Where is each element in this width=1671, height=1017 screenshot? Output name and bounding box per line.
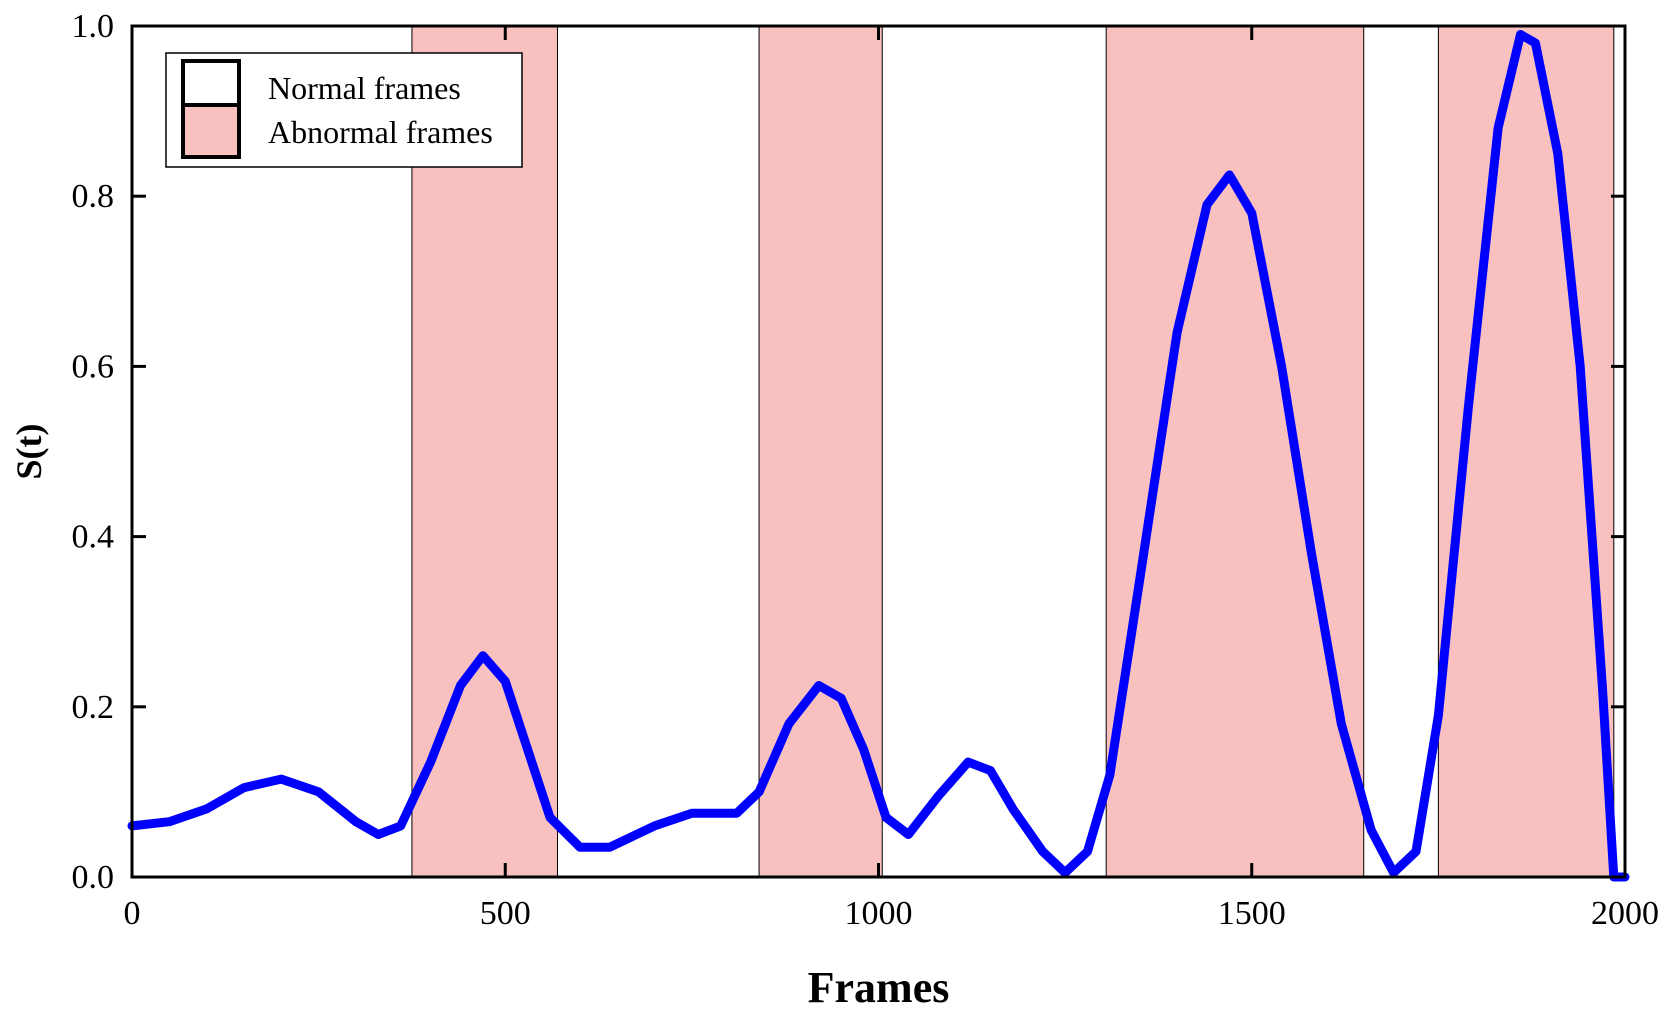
axis-tick-labels: 0 500 1000 1500 2000 0.0 0.2 0.4 0.6 0.8 1.0 — [72, 8, 1660, 932]
x-axis-title: Frames — [808, 963, 950, 1012]
legend-label-normal: Normal frames — [268, 70, 461, 106]
abnormal-region-3 — [1105, 25, 1365, 878]
y-tick-label: 1.0 — [72, 8, 115, 45]
legend: Normal frames Abnormal frames — [165, 52, 523, 168]
y-tick-label: 0.6 — [72, 348, 115, 385]
x-tick-label: 2000 — [1591, 895, 1659, 932]
series-line — [127, 30, 1630, 882]
abnormal-region-1 — [411, 25, 559, 878]
legend-label-abnormal: Abnormal frames — [268, 114, 493, 150]
axis-ticks — [130, 24, 1627, 879]
legend-swatch-normal — [181, 59, 241, 107]
legend-swatch-abnormal — [181, 103, 241, 159]
y-tick-label: 0.0 — [72, 859, 115, 896]
x-tick-label: 500 — [480, 895, 531, 932]
y-axis-title: S(t) — [9, 424, 49, 480]
x-tick-label: 0 — [124, 895, 141, 932]
x-tick-label: 1000 — [845, 895, 913, 932]
y-tick-label: 0.2 — [72, 689, 115, 726]
y-tick-label: 0.4 — [72, 519, 115, 556]
y-tick-label: 0.8 — [72, 178, 115, 215]
x-tick-label: 1500 — [1218, 895, 1286, 932]
